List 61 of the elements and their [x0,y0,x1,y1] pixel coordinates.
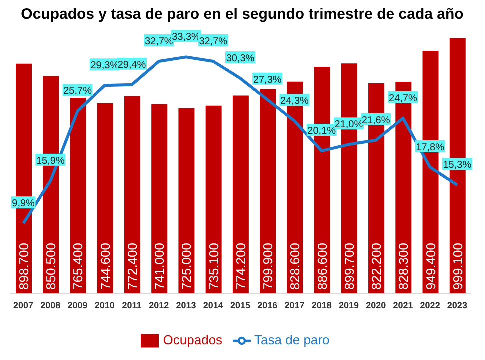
x-tick-label: 2007 [14,300,34,310]
x-tick-label: 2011 [122,300,142,310]
data-label: 27,3% [253,74,282,86]
data-label: 850.500 [44,243,59,290]
data-label: 899.700 [342,243,357,290]
data-label: 828.600 [288,243,303,290]
data-label: 32,7% [144,36,174,48]
x-tick-label: 2019 [338,300,359,310]
data-label: 20,1% [308,126,336,138]
bar [70,98,86,294]
data-label: 29,3% [90,60,120,72]
legend-label: Tasa de paro [254,332,330,348]
data-label: 744.600 [98,243,113,290]
data-label: 9,9% [12,198,36,210]
data-label: 32,7% [199,36,228,48]
data-label: 799.900 [260,243,276,290]
x-tick-label: 2020 [366,300,386,310]
x-tick-label: 2016 [258,300,278,310]
data-label: 772.400 [124,243,140,290]
data-label: 25,7% [64,86,92,98]
bar [152,104,168,294]
data-label: 30,3% [226,54,255,65]
bar [206,106,222,294]
data-label: 17,8% [416,142,445,154]
data-label: 765.400 [70,243,86,290]
data-label: 822.200 [369,243,384,290]
x-tick-label: 2014 [203,300,224,310]
data-label: 898.700 [16,243,32,290]
data-label: 735.100 [206,243,222,290]
data-label: 949.400 [423,243,438,290]
data-label: 24,3% [280,96,310,108]
data-label: 999.100 [450,243,466,290]
data-label: 24,7% [389,93,418,104]
data-label: 21,0% [334,120,364,131]
data-label: 21,6% [362,115,390,126]
x-tick-label: 2009 [68,300,88,310]
data-label: 725.000 [179,243,194,290]
bar [260,89,276,294]
x-tick-label: 2017 [284,300,305,310]
data-label: 886.600 [314,243,330,290]
x-tick-label: 2023 [447,300,468,310]
data-label: 29,4% [118,60,146,71]
chart-title: Ocupados y tasa de paro en el segundo trimestre de cada año [20,5,465,25]
bar [178,108,195,294]
bar [124,96,140,294]
bar [97,103,114,294]
data-label: 774.200 [233,243,248,290]
x-tick-label: 2018 [312,300,332,310]
data-label: 741.000 [152,243,168,290]
x-tick-label: 2010 [94,300,115,310]
data-label: 15,9% [36,156,65,167]
x-tick-label: 2008 [40,300,61,310]
x-tick-label: 2012 [149,300,170,310]
x-tick-label: 2015 [230,300,251,310]
data-label: 15,3% [443,160,472,172]
x-tick-label: 2013 [176,300,196,310]
legend-label: Ocupados [163,332,223,348]
x-tick-label: 2022 [420,300,440,310]
bar [232,96,249,294]
x-tick-label: 2021 [393,300,414,310]
data-label: 828.300 [396,243,412,290]
